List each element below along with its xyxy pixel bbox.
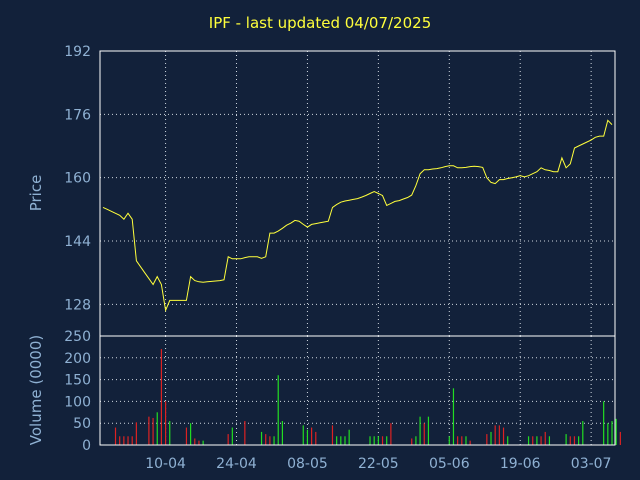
volume-bars: [114, 349, 621, 445]
volume-grid: [100, 336, 615, 445]
volume-tick-label: 200: [64, 351, 91, 367]
price-grid: [100, 51, 615, 336]
x-tick-label: 08-05: [287, 456, 328, 472]
x-tick-label: 10-04: [145, 456, 186, 472]
volume-tick-label: 50: [73, 416, 91, 432]
price-tick-label: 192: [64, 44, 91, 60]
price-line: [102, 119, 613, 313]
x-tick-label: 03-07: [571, 456, 612, 472]
x-tick-label: 22-05: [358, 456, 399, 472]
volume-tick-label: 100: [64, 394, 91, 410]
x-tick-label: 05-06: [429, 456, 470, 472]
price-panel-frame: [99, 50, 616, 337]
x-tick-label: 19-06: [500, 456, 541, 472]
price-tick-label: 160: [64, 171, 91, 187]
price-tick-label: 144: [64, 234, 91, 250]
chart-title: IPF - last updated 04/07/2025: [208, 14, 432, 32]
volume-tick-label: 250: [64, 329, 91, 345]
price-tick-label: 176: [64, 107, 91, 123]
volume-panel-frame: [99, 335, 616, 446]
volume-axis-label: Volume (0000): [27, 335, 45, 445]
x-tick-label: 24-04: [216, 456, 257, 472]
axis-ticks: 128 144 160 176 192 0 50 100 150 200 250 10-04 24-04…: [64, 44, 611, 472]
price-tick-label: 128: [64, 297, 91, 313]
volume-tick-label: 0: [82, 438, 91, 454]
price-axis-label: Price: [27, 175, 45, 212]
volume-tick-label: 150: [64, 373, 91, 389]
